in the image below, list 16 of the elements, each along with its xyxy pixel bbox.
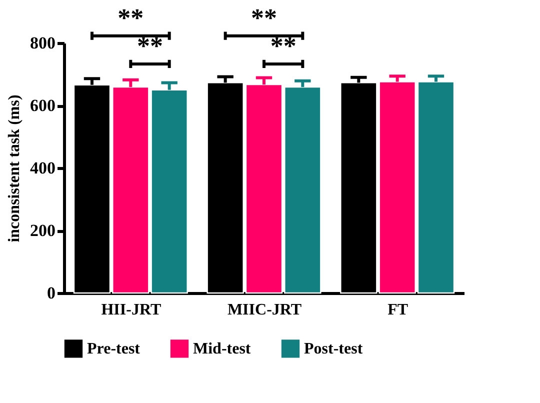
x-tick-label: FT bbox=[388, 302, 408, 318]
x-tick-label: HII-JRT bbox=[101, 302, 162, 318]
annotation: ** bbox=[137, 32, 163, 61]
y-axis-title: inconsistent task (ms) bbox=[6, 94, 23, 242]
y-tick-label: 200 bbox=[30, 221, 56, 240]
legend-label: Post-test bbox=[304, 340, 364, 358]
text: ** bbox=[118, 3, 144, 32]
x-tick-label: MIIC-JRT bbox=[227, 302, 302, 318]
legend-label: Pre-test bbox=[87, 340, 141, 358]
text: ** bbox=[251, 3, 277, 32]
y-tick-label: 600 bbox=[30, 96, 56, 115]
legend-label: Mid-test bbox=[193, 340, 252, 358]
y-tick-label: 0 bbox=[47, 284, 56, 302]
y-tick-label: 800 bbox=[30, 34, 56, 52]
y-tick-label: 400 bbox=[30, 158, 56, 178]
annotation: ** bbox=[270, 32, 296, 61]
